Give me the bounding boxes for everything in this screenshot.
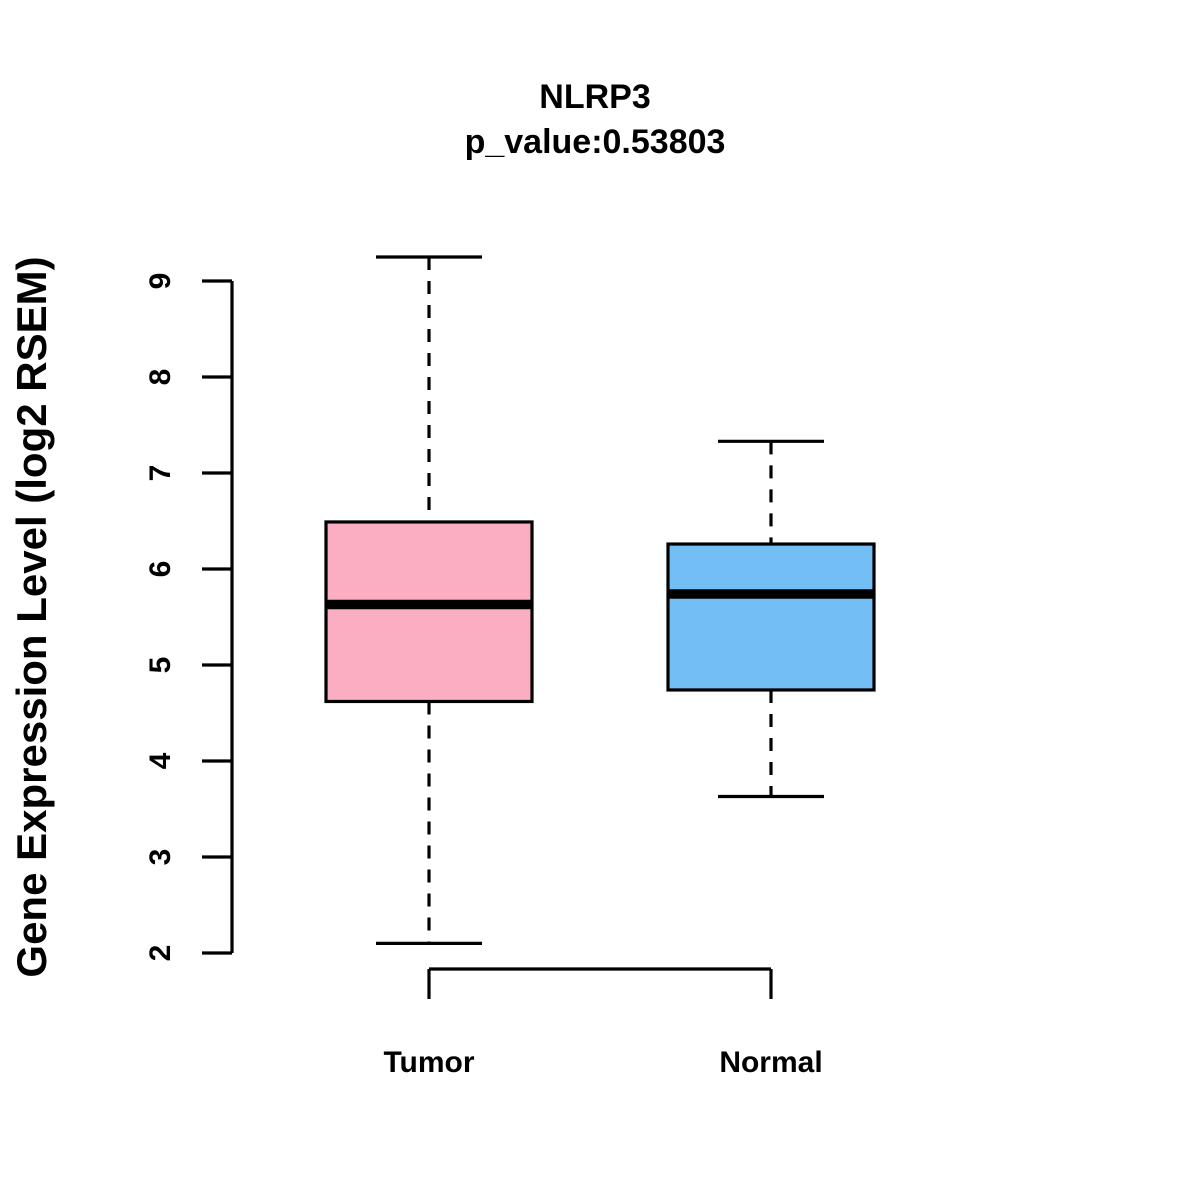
x-axis — [427, 967, 773, 999]
y-tick-label: 5 — [144, 657, 177, 674]
tumor-boxplot — [324, 255, 534, 946]
chart-subtitle-pvalue: p_value:0.53803 — [465, 123, 726, 161]
normal-iqr-box — [666, 542, 876, 692]
y-tick-label: 4 — [144, 752, 177, 769]
y-tick-label: 9 — [144, 273, 177, 290]
y-tick-label: 7 — [144, 465, 177, 482]
y-axis-label: Gene Expression Level (log2 RSEM) — [8, 256, 55, 977]
y-axis: 2 3 4 5 6 7 8 9 — [144, 273, 234, 962]
y-tick-label: 3 — [144, 849, 177, 866]
x-category-label-normal: Normal — [719, 1046, 822, 1079]
y-tick-label: 2 — [144, 945, 177, 962]
x-category-label-tumor: Tumor — [383, 1046, 474, 1079]
tumor-iqr-box — [324, 520, 534, 704]
boxes — [324, 255, 876, 946]
y-tick-label: 6 — [144, 561, 177, 578]
normal-boxplot — [666, 439, 876, 799]
y-tick-label: 8 — [144, 369, 177, 386]
chart-title: NLRP3 — [539, 78, 650, 116]
